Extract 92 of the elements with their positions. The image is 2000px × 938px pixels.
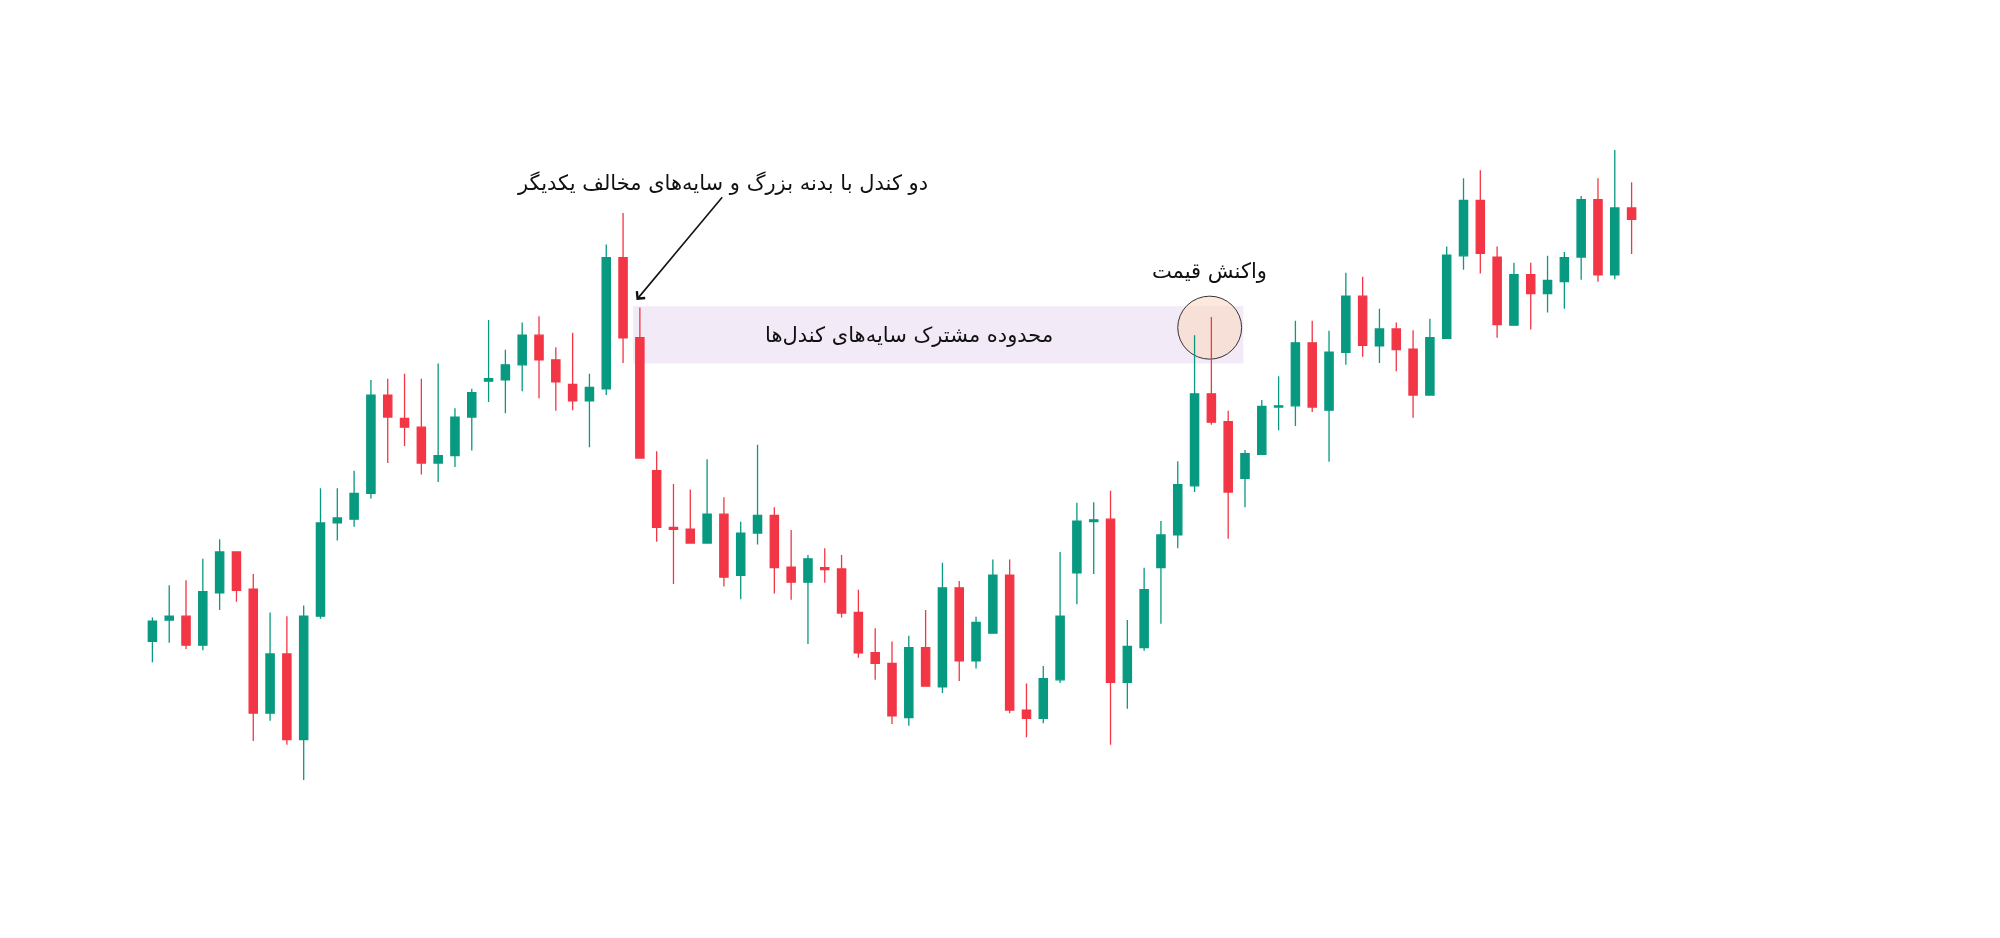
candlestick	[416, 378, 427, 476]
candlestick	[887, 640, 897, 725]
candlestick	[147, 616, 158, 663]
candlestick	[668, 483, 679, 585]
candlestick	[315, 487, 326, 620]
candlestick	[752, 444, 763, 546]
candlestick	[1122, 619, 1133, 710]
candlestick	[214, 538, 225, 611]
candlestick	[702, 458, 712, 544]
candlestick	[769, 506, 780, 595]
candlestick	[231, 551, 242, 603]
candlestick	[1458, 177, 1469, 271]
band-label: محدوده مشترک سایه‌های کندل‌ها	[765, 323, 1054, 347]
candlestick	[601, 243, 612, 396]
candlestick	[786, 529, 796, 601]
candlestick	[349, 470, 359, 528]
candlestick	[1038, 665, 1049, 724]
candlestick	[1391, 321, 1402, 372]
candlestick	[164, 584, 174, 644]
candlestick	[1189, 334, 1200, 493]
candlestick	[685, 488, 696, 544]
candlestick	[1559, 251, 1570, 310]
candlestick	[1290, 320, 1301, 427]
candlestick	[551, 346, 561, 412]
candlestick	[282, 615, 292, 746]
candlestick	[1425, 318, 1435, 396]
candlestick	[1408, 329, 1418, 419]
candlestick	[870, 627, 880, 681]
candlestick	[1139, 567, 1149, 652]
candlestick	[836, 554, 847, 619]
annotation: دو کندل با بدنه بزرگ و سایه‌های مخالف یکدیگر	[517, 171, 929, 195]
candlestick	[1088, 501, 1099, 575]
candlestick	[1273, 375, 1284, 431]
candlestick	[1576, 195, 1586, 281]
candlestick	[1341, 272, 1351, 366]
candlestick	[1172, 460, 1183, 549]
candlestick	[1105, 490, 1116, 746]
annotation: واکنش قیمت	[1152, 259, 1267, 283]
candlestick	[904, 635, 914, 727]
candlestick	[1240, 449, 1250, 508]
candlestick	[651, 450, 662, 543]
candlestick	[382, 378, 393, 464]
candlestick	[248, 573, 259, 742]
candlestick	[181, 579, 191, 650]
candlestick	[1593, 177, 1603, 283]
candlestick	[483, 319, 494, 403]
candlestick	[735, 521, 746, 600]
candlestick	[988, 558, 998, 634]
candlestick	[1156, 520, 1166, 625]
candlestick	[467, 388, 477, 452]
candlestick	[534, 315, 544, 399]
candlestick	[1072, 502, 1082, 605]
candlestick	[618, 212, 628, 364]
candlestick	[567, 332, 578, 411]
candlestick	[332, 487, 343, 542]
candlestick	[1257, 399, 1267, 456]
candlestick	[1004, 558, 1015, 714]
candlestick	[1324, 330, 1334, 463]
candlestick	[719, 496, 729, 588]
candlestick	[820, 547, 830, 584]
candlestick	[853, 589, 864, 659]
candlestick	[298, 604, 309, 780]
candlestick	[198, 558, 208, 651]
candlestick	[433, 362, 443, 483]
candlestick	[1441, 245, 1452, 340]
candlestick	[1525, 262, 1536, 331]
candlestick	[1357, 275, 1368, 358]
candlestick	[1509, 262, 1519, 327]
candlestick	[1475, 169, 1486, 275]
candlestick	[1626, 181, 1637, 255]
candlestick	[1021, 682, 1032, 738]
candlestick	[1492, 245, 1502, 339]
candlestick	[1374, 308, 1385, 364]
candlestick	[584, 373, 595, 449]
candlestick	[265, 611, 275, 722]
candlestick	[1223, 410, 1233, 540]
candlestick	[450, 407, 460, 468]
candlestick	[954, 580, 964, 682]
candlestick	[399, 373, 410, 447]
candlestick	[1610, 150, 1620, 280]
candlestick	[517, 321, 527, 392]
candlestick	[500, 349, 511, 414]
candlestick	[920, 609, 931, 687]
candlestick	[803, 554, 813, 645]
candlestick	[1055, 551, 1065, 684]
candlestick	[366, 379, 376, 500]
candlestick	[1542, 255, 1553, 314]
candlestick	[937, 562, 948, 694]
candlestick	[635, 306, 645, 459]
candlestick	[1307, 320, 1317, 413]
candlestick	[971, 616, 981, 670]
candlestick	[1206, 316, 1217, 426]
